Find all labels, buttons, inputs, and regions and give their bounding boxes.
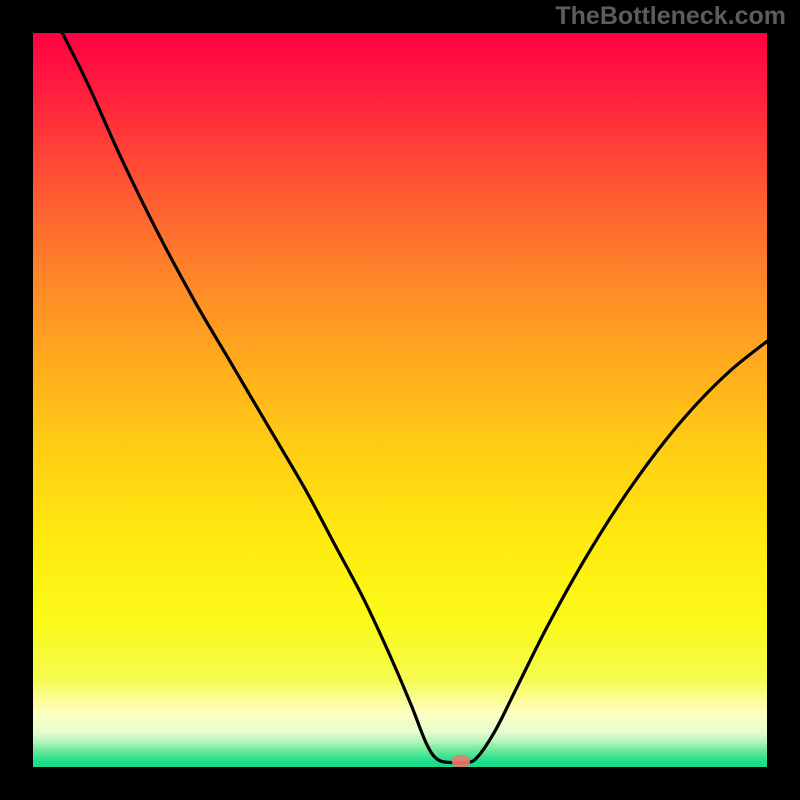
watermark-text: TheBottleneck.com xyxy=(555,2,786,31)
gradient-background xyxy=(33,33,767,767)
plot-area xyxy=(33,33,767,767)
chart-svg xyxy=(33,33,767,767)
figure-root: TheBottleneck.com xyxy=(0,0,800,800)
optimal-marker xyxy=(452,755,470,767)
